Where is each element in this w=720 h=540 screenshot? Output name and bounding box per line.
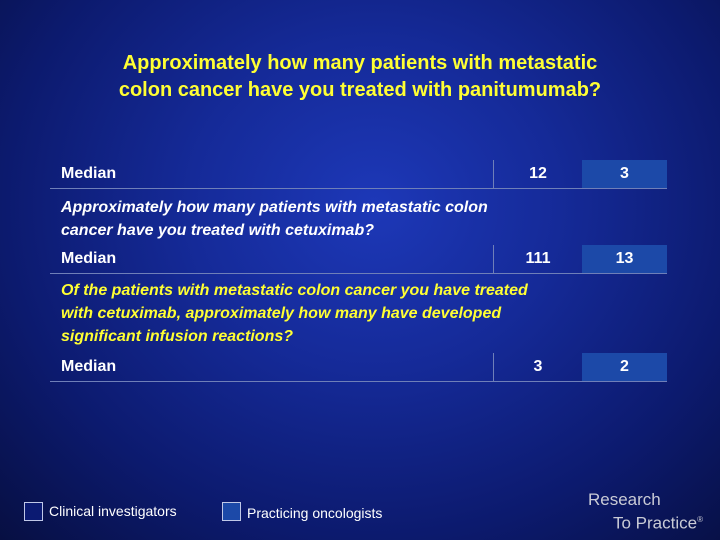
- question-line: Approximately how many patients with met…: [61, 199, 488, 216]
- logo-line-1: Research: [588, 490, 661, 509]
- title-line-2: colon cancer have you treated with panit…: [118, 79, 602, 101]
- page-title: Approximately how many patients with met…: [40, 50, 680, 104]
- question-line: cancer have you treated with cetuximab?: [61, 222, 374, 239]
- legend-swatch-clinical-investigators: [24, 502, 43, 521]
- median-row-panitumumab: Median 12 3: [50, 160, 667, 189]
- row-label: Median: [61, 165, 117, 182]
- clinical-investigators-value: 12: [493, 160, 582, 188]
- question-line: Of the patients with metastatic colon ca…: [61, 282, 528, 299]
- question-cetuximab: Approximately how many patients with met…: [61, 196, 488, 242]
- row-label: Median: [61, 358, 117, 375]
- clinical-investigators-value: 111: [493, 245, 582, 273]
- question-line: significant infusion reactions?: [61, 328, 294, 345]
- clinical-investigators-value: 3: [493, 353, 582, 381]
- median-row-infusion-reactions: Median 3 2: [50, 353, 667, 382]
- practicing-oncologists-value: 13: [582, 245, 667, 273]
- research-to-practice-logo: Research To Practice®: [588, 490, 703, 534]
- row-label: Median: [61, 250, 117, 267]
- question-infusion-reactions: Of the patients with metastatic colon ca…: [61, 279, 528, 348]
- practicing-oncologists-value: 2: [582, 353, 667, 381]
- legend-swatch-practicing-oncologists: [222, 502, 241, 521]
- legend-label-clinical-investigators: Clinical investigators: [49, 503, 177, 519]
- registered-mark: ®: [697, 515, 703, 524]
- logo-line-2: To Practice: [613, 513, 698, 533]
- median-row-cetuximab: Median 111 13: [50, 245, 667, 274]
- practicing-oncologists-value: 3: [582, 160, 667, 188]
- legend-label-practicing-oncologists: Practicing oncologists: [247, 505, 383, 521]
- title-line-1: Approximately how many patients with met…: [122, 52, 598, 74]
- question-line: with cetuximab, approximately how many h…: [61, 305, 502, 322]
